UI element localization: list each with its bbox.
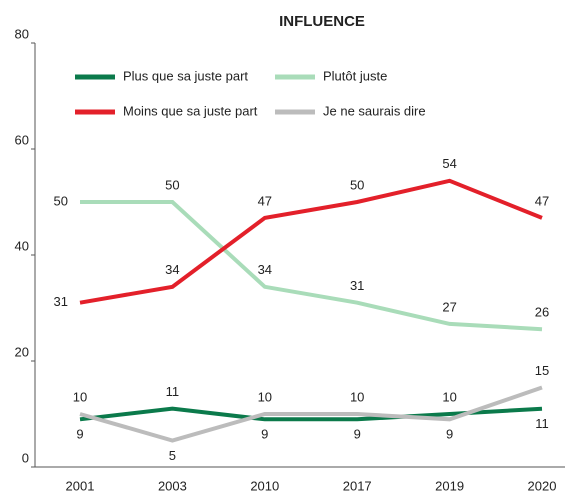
data-label: 10 xyxy=(258,389,272,404)
data-label: 26 xyxy=(535,305,549,320)
data-label: 50 xyxy=(165,177,179,192)
line xyxy=(80,200,543,332)
data-label: 47 xyxy=(535,193,549,208)
x-tick-label: 2020 xyxy=(528,478,557,493)
data-label: 10 xyxy=(442,389,456,404)
data-label: 34 xyxy=(165,262,179,277)
line xyxy=(79,178,543,305)
legend-label: Plutôt juste xyxy=(323,68,387,83)
line xyxy=(79,385,543,443)
data-label: 11 xyxy=(535,416,549,431)
data-label: 10 xyxy=(350,389,364,404)
chart-title: INFLUENCE xyxy=(279,13,365,30)
data-label: 50 xyxy=(54,193,68,208)
data-label: 34 xyxy=(258,262,272,277)
data-label: 11 xyxy=(166,384,180,399)
data-label: 31 xyxy=(54,294,68,309)
data-label: 15 xyxy=(535,363,549,378)
y-tick-label: 20 xyxy=(15,344,29,359)
legend-label: Plus que sa juste part xyxy=(123,68,248,83)
data-label: 54 xyxy=(442,156,456,171)
data-label: 10 xyxy=(73,389,87,404)
legend-label: Moins que sa juste part xyxy=(123,103,258,118)
y-tick-label: 40 xyxy=(15,238,29,253)
x-tick-label: 2001 xyxy=(66,478,95,493)
x-tick-label: 2010 xyxy=(250,478,279,493)
legend-label: Je ne saurais dire xyxy=(323,103,426,118)
x-tick-label: 2019 xyxy=(435,478,464,493)
data-label: 9 xyxy=(354,427,361,442)
y-tick-label: 80 xyxy=(15,26,29,41)
data-label: 27 xyxy=(442,299,456,314)
x-tick-label: 2003 xyxy=(158,478,187,493)
y-tick-label: 60 xyxy=(15,132,29,147)
data-label: 31 xyxy=(350,278,364,293)
x-tick-label: 2017 xyxy=(343,478,372,493)
data-label: 9 xyxy=(261,427,268,442)
data-label: 50 xyxy=(350,177,364,192)
data-label: 5 xyxy=(169,448,176,463)
data-label: 47 xyxy=(258,193,272,208)
data-label: 9 xyxy=(446,427,453,442)
data-label: 9 xyxy=(76,427,83,442)
y-tick-label: 0 xyxy=(22,450,29,465)
